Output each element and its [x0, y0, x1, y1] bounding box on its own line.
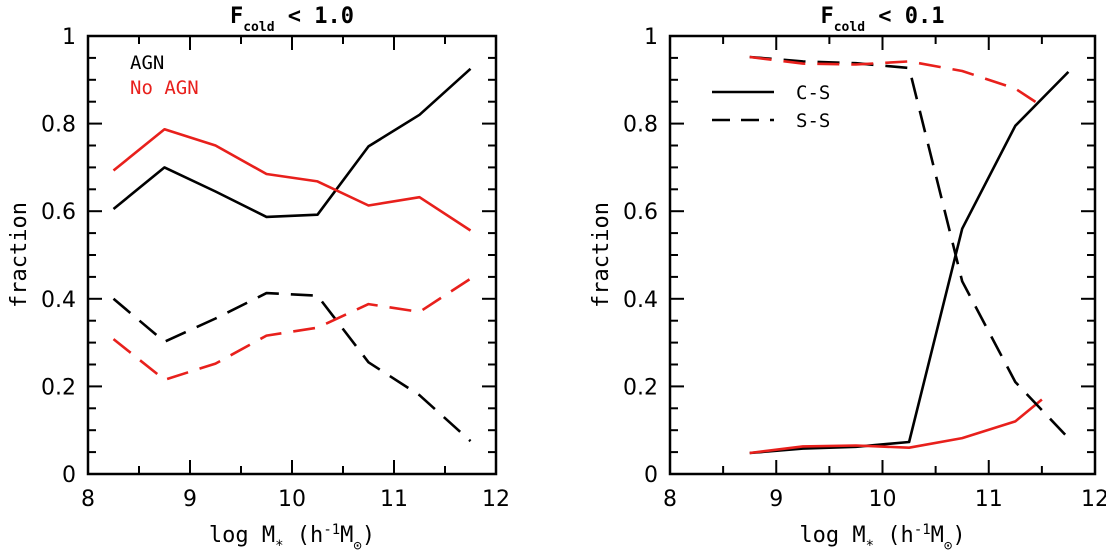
- series-line-agn-solid: [112, 67, 472, 219]
- x-tick-label: 11: [380, 487, 408, 512]
- legend: C-S S-S: [712, 82, 830, 132]
- y-tick-label: 0.2: [623, 375, 658, 400]
- y-tick-label: 0.8: [623, 113, 658, 138]
- series-line-agn-dashed: [112, 291, 472, 443]
- y-tick-label: 0.4: [41, 288, 76, 313]
- legend-label: C-S: [796, 82, 830, 104]
- series-line-no-agn-solid: [112, 128, 472, 232]
- legend: AGN No AGN: [130, 52, 199, 99]
- y-tick-label: 0.4: [623, 288, 658, 313]
- series-line-c-s-solid: [749, 70, 1070, 455]
- x-tick-label: 10: [869, 487, 897, 512]
- x-tick-label: 11: [975, 487, 1003, 512]
- y-axis-label: fraction: [7, 202, 32, 308]
- x-tick-label: 8: [663, 487, 677, 512]
- series-line-s-s-dashed: [749, 55, 1043, 108]
- y-tick-label: 1: [644, 25, 658, 50]
- y-tick-label: 1: [62, 25, 76, 50]
- x-tick-label: 12: [482, 487, 510, 512]
- series-line-no-agn-dashed: [112, 277, 472, 382]
- axis-ticks: [669, 35, 1096, 475]
- x-tick-label: 9: [769, 487, 783, 512]
- y-tick-label: 0: [62, 463, 76, 488]
- series-line-s-s-dashed: [749, 55, 1070, 439]
- x-tick-label: 8: [81, 487, 95, 512]
- x-axis-label: log M* (h-1M⊙): [799, 522, 965, 550]
- chart-panel-1: 8 9 10 11 12 0 0.2 0.4 0.6 0.8 1 fraction log M* (h-…: [7, 4, 510, 550]
- y-tick-label: 0.6: [41, 200, 76, 225]
- legend-label: S-S: [796, 110, 830, 132]
- panel-title: Fcold < 1.0: [230, 4, 354, 35]
- x-tick-label: 12: [1081, 487, 1106, 512]
- panel-title: Fcold < 0.1: [820, 4, 944, 35]
- legend-label: No AGN: [130, 77, 199, 99]
- y-tick-label: 0.8: [41, 113, 76, 138]
- x-axis-label: log M* (h-1M⊙): [209, 522, 375, 550]
- y-axis-label: fraction: [589, 202, 614, 308]
- y-tick-label: 0: [644, 463, 658, 488]
- axis-ticks: [87, 35, 497, 475]
- chart-panel-2: 8 9 10 11 12 0 0.2 0.4 0.6 0.8 1 fraction log M* (h-…: [589, 4, 1106, 550]
- y-tick-label: 0.6: [623, 200, 658, 225]
- series-line-c-s-solid: [749, 398, 1043, 455]
- legend-label: AGN: [130, 52, 164, 74]
- x-tick-label: 10: [278, 487, 306, 512]
- x-tick-label: 9: [183, 487, 197, 512]
- y-tick-label: 0.2: [41, 375, 76, 400]
